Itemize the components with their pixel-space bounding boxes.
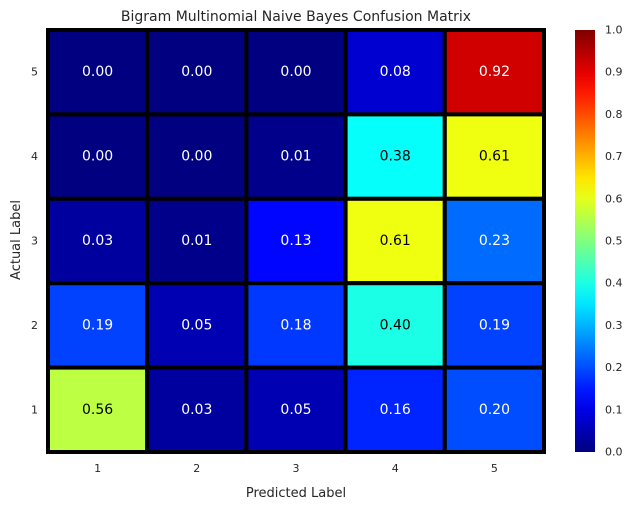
cell-value-label: 0.13 (280, 233, 311, 249)
x-tick-label: 2 (193, 462, 200, 475)
chart-title: Bigram Multinomial Naive Bayes Confusion… (121, 9, 471, 25)
colorbar-tick-label: 0.6 (605, 192, 623, 205)
heatmap-cell-r1-c4 (442, 112, 546, 201)
colorbar-tick-label: 0.1 (605, 403, 623, 416)
cell-value-label: 0.92 (479, 64, 510, 80)
x-tick-labels: 1 2 3 4 5 (94, 462, 498, 475)
colorbar-tick-label: 0.9 (605, 66, 623, 79)
colorbar (575, 30, 595, 452)
x-tick-label: 5 (491, 462, 498, 475)
colorbar-tick-label: 0.0 (605, 446, 623, 459)
cell-value-label: 0.61 (380, 233, 411, 249)
cell-value-label: 0.56 (82, 402, 113, 418)
cell-value-label: 0.00 (82, 64, 113, 80)
colorbar-tick-label: 1.0 (605, 24, 623, 37)
x-axis-label: Predicted Label (246, 486, 346, 501)
heatmap-cell-r3-c4 (442, 281, 546, 370)
colorbar-tick-label: 0.7 (605, 150, 623, 163)
colorbar-tick-label: 0.5 (605, 235, 623, 248)
colorbar-tick-label: 0.2 (605, 361, 623, 374)
y-tick-label: 1 (31, 403, 38, 416)
cell-value-label: 0.01 (280, 149, 311, 165)
cell-value-label: 0.03 (181, 402, 212, 418)
y-axis-label: Actual Label (9, 200, 24, 280)
heatmap-cell-r4-c0 (46, 365, 150, 455)
heatmap-cell-r1-c2 (244, 112, 348, 201)
x-tick-label: 1 (94, 462, 101, 475)
colorbar-tick-label: 0.3 (605, 319, 623, 332)
cell-value-label: 0.38 (380, 149, 411, 165)
y-tick-label: 2 (31, 319, 38, 332)
heatmap-cells: 0.00 0.00 0.00 0.08 0.92 0.00 0.00 0.01 0.38 0.61… (46, 28, 546, 455)
cell-value-label: 0.23 (479, 233, 510, 249)
cell-value-label: 0.00 (181, 64, 212, 80)
heatmap-cell-r4-c2 (244, 365, 348, 455)
heatmap-cell-r4-c1 (145, 365, 249, 455)
cell-value-label: 0.08 (380, 64, 411, 80)
colorbar-tick-labels: 0.0 0.1 0.2 0.3 0.4 0.5 0.6 0.7 0.8 0.9 1.0 (605, 24, 623, 459)
cell-value-label: 0.00 (181, 149, 212, 165)
heatmap-cell-r3-c3 (343, 281, 447, 370)
cell-value-label: 0.19 (479, 317, 510, 333)
cell-value-label: 0.03 (82, 233, 113, 249)
cell-value-label: 0.20 (479, 402, 510, 418)
colorbar-tick-label: 0.8 (605, 108, 623, 121)
cell-value-label: 0.05 (280, 402, 311, 418)
y-tick-label: 5 (31, 66, 38, 79)
x-tick-label: 3 (293, 462, 300, 475)
y-tick-label: 4 (31, 150, 38, 163)
heatmap-cell-r3-c1 (145, 281, 249, 370)
x-tick-label: 4 (392, 462, 399, 475)
cell-value-label: 0.19 (82, 317, 113, 333)
cell-value-label: 0.00 (82, 149, 113, 165)
cell-value-label: 0.61 (479, 149, 510, 165)
heatmap-cell-r2-c3 (343, 196, 447, 286)
heatmap-cell-r2-c1 (145, 196, 249, 286)
colorbar-tick-label: 0.4 (605, 277, 623, 290)
y-tick-labels: 5 4 3 2 1 (31, 66, 38, 417)
cell-value-label: 0.18 (280, 317, 311, 333)
y-tick-label: 3 (31, 235, 38, 248)
heatmap-cell-r3-c0 (46, 281, 150, 370)
cell-value-label: 0.01 (181, 233, 212, 249)
cell-value-label: 0.40 (380, 317, 411, 333)
cell-value-label: 0.00 (280, 64, 311, 80)
cell-value-label: 0.05 (181, 317, 212, 333)
cell-value-label: 0.16 (380, 402, 411, 418)
heatmap-cell-r4-c4 (442, 365, 546, 455)
